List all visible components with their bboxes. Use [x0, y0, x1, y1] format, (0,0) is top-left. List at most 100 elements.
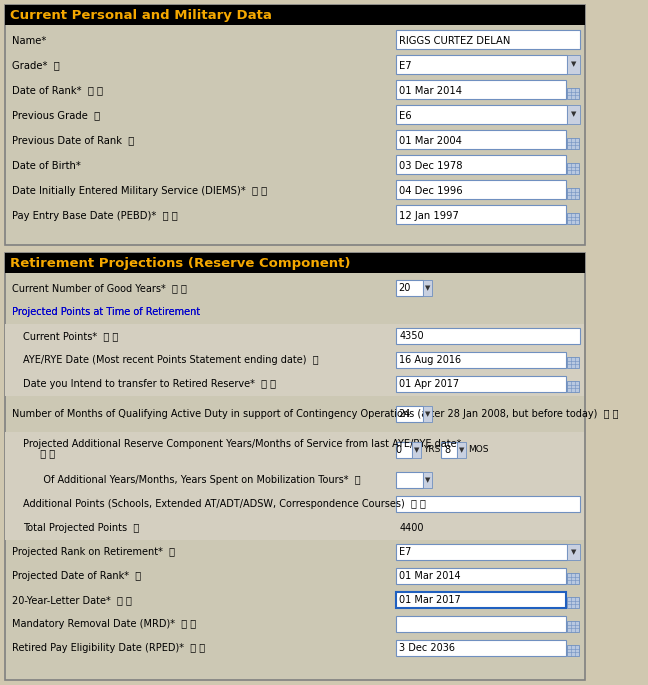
- Text: ▼: ▼: [414, 447, 419, 453]
- Text: 20-Year-Letter Date*  ⓘ ⓘ: 20-Year-Letter Date* ⓘ ⓘ: [12, 595, 132, 605]
- Text: 0: 0: [395, 445, 402, 455]
- FancyBboxPatch shape: [395, 616, 566, 632]
- Text: ▼: ▼: [459, 447, 465, 453]
- Text: Date Initially Entered Military Service (DIEMS)*  ⓘ ⓘ: Date Initially Entered Military Service …: [12, 186, 267, 195]
- Text: 01 Mar 2017: 01 Mar 2017: [399, 595, 461, 605]
- FancyBboxPatch shape: [395, 205, 566, 224]
- FancyBboxPatch shape: [395, 592, 566, 608]
- FancyBboxPatch shape: [423, 280, 432, 296]
- FancyBboxPatch shape: [412, 442, 421, 458]
- Text: Retirement Projections (Reserve Component): Retirement Projections (Reserve Componen…: [10, 256, 351, 269]
- FancyBboxPatch shape: [441, 442, 457, 458]
- Text: 3 Dec 2036: 3 Dec 2036: [399, 643, 455, 653]
- FancyBboxPatch shape: [568, 138, 579, 149]
- FancyBboxPatch shape: [395, 130, 566, 149]
- FancyBboxPatch shape: [457, 442, 467, 458]
- FancyBboxPatch shape: [5, 324, 584, 348]
- FancyBboxPatch shape: [5, 5, 584, 245]
- FancyBboxPatch shape: [5, 516, 584, 540]
- Text: 24: 24: [399, 409, 411, 419]
- FancyBboxPatch shape: [5, 5, 584, 25]
- Text: 04 Dec 1996: 04 Dec 1996: [399, 186, 463, 195]
- Text: Projected Points at Time of Retirement: Projected Points at Time of Retirement: [12, 307, 200, 317]
- Text: Retired Pay Eligibility Date (RPED)*  ⓘ ⓘ: Retired Pay Eligibility Date (RPED)* ⓘ ⓘ: [12, 643, 205, 653]
- Text: Previous Grade  ⓘ: Previous Grade ⓘ: [12, 110, 100, 121]
- FancyBboxPatch shape: [568, 381, 579, 392]
- FancyBboxPatch shape: [568, 213, 579, 224]
- Text: E6: E6: [399, 110, 412, 121]
- FancyBboxPatch shape: [395, 105, 568, 124]
- Text: YRS: YRS: [423, 445, 440, 455]
- Text: 03 Dec 1978: 03 Dec 1978: [399, 160, 463, 171]
- Text: Projected Points at Time of Retirement: Projected Points at Time of Retirement: [12, 307, 200, 317]
- FancyBboxPatch shape: [568, 573, 579, 584]
- FancyBboxPatch shape: [395, 472, 423, 488]
- FancyBboxPatch shape: [5, 253, 584, 273]
- FancyBboxPatch shape: [395, 496, 580, 512]
- Text: ⓘ ⓘ: ⓘ ⓘ: [34, 448, 55, 458]
- Text: ▼: ▼: [571, 549, 577, 555]
- FancyBboxPatch shape: [395, 180, 566, 199]
- Text: Projected Date of Rank*  ⓘ: Projected Date of Rank* ⓘ: [12, 571, 141, 581]
- Text: 8: 8: [445, 445, 451, 455]
- Text: Date you Intend to transfer to Retired Reserve*  ⓘ ⓘ: Date you Intend to transfer to Retired R…: [23, 379, 276, 389]
- Text: Number of Months of Qualifying Active Duty in support of Contingency Operations : Number of Months of Qualifying Active Du…: [12, 409, 618, 419]
- FancyBboxPatch shape: [568, 105, 580, 124]
- Text: Pay Entry Base Date (PEBD)*  ⓘ ⓘ: Pay Entry Base Date (PEBD)* ⓘ ⓘ: [12, 210, 178, 221]
- FancyBboxPatch shape: [5, 468, 584, 492]
- Text: E7: E7: [399, 547, 411, 557]
- FancyBboxPatch shape: [5, 492, 584, 516]
- Text: ▼: ▼: [571, 112, 577, 118]
- Text: Projected Additional Reserve Component Years/Months of Service from last AYE/RYE: Projected Additional Reserve Component Y…: [23, 439, 461, 449]
- Text: Name*: Name*: [12, 36, 46, 45]
- Text: Previous Date of Rank  ⓘ: Previous Date of Rank ⓘ: [12, 136, 134, 145]
- FancyBboxPatch shape: [395, 30, 580, 49]
- Text: Date of Birth*: Date of Birth*: [12, 160, 81, 171]
- Text: Additional Points (Schools, Extended AT/ADT/ADSW, Correspondence Courses)  ⓘ ⓘ: Additional Points (Schools, Extended AT/…: [23, 499, 426, 509]
- FancyBboxPatch shape: [568, 88, 579, 99]
- FancyBboxPatch shape: [395, 155, 566, 174]
- Text: Projected Rank on Retirement*  ⓘ: Projected Rank on Retirement* ⓘ: [12, 547, 175, 557]
- Text: ▼: ▼: [424, 411, 430, 417]
- Text: ▼: ▼: [424, 285, 430, 291]
- FancyBboxPatch shape: [395, 442, 412, 458]
- Text: 20: 20: [399, 283, 411, 293]
- FancyBboxPatch shape: [568, 597, 579, 608]
- FancyBboxPatch shape: [5, 372, 584, 396]
- Text: Mandatory Removal Date (MRD)*  ⓘ ⓘ: Mandatory Removal Date (MRD)* ⓘ ⓘ: [12, 619, 196, 629]
- FancyBboxPatch shape: [395, 352, 566, 368]
- Text: RIGGS CURTEZ DELAN: RIGGS CURTEZ DELAN: [399, 36, 511, 45]
- Text: Date of Rank*  ⓘ ⓘ: Date of Rank* ⓘ ⓘ: [12, 86, 103, 95]
- Text: 4400: 4400: [399, 523, 424, 533]
- Text: E7: E7: [399, 60, 412, 71]
- Text: 01 Mar 2004: 01 Mar 2004: [399, 136, 462, 145]
- Text: MOS: MOS: [469, 445, 489, 455]
- FancyBboxPatch shape: [395, 568, 566, 584]
- Text: 12 Jan 1997: 12 Jan 1997: [399, 210, 459, 221]
- Text: AYE/RYE Date (Most recent Points Statement ending date)  ⓘ: AYE/RYE Date (Most recent Points Stateme…: [23, 355, 318, 365]
- FancyBboxPatch shape: [395, 280, 423, 296]
- Text: Grade*  ⓘ: Grade* ⓘ: [12, 60, 60, 71]
- Text: 4350: 4350: [399, 331, 424, 341]
- FancyBboxPatch shape: [423, 472, 432, 488]
- FancyBboxPatch shape: [568, 645, 579, 656]
- FancyBboxPatch shape: [395, 55, 568, 74]
- Text: 01 Mar 2014: 01 Mar 2014: [399, 571, 461, 581]
- FancyBboxPatch shape: [568, 357, 579, 368]
- FancyBboxPatch shape: [423, 406, 432, 422]
- FancyBboxPatch shape: [395, 406, 423, 422]
- FancyBboxPatch shape: [568, 55, 580, 74]
- FancyBboxPatch shape: [5, 253, 584, 680]
- Text: Current Personal and Military Data: Current Personal and Military Data: [10, 8, 272, 21]
- FancyBboxPatch shape: [395, 640, 566, 656]
- FancyBboxPatch shape: [568, 621, 579, 632]
- Text: Total Projected Points  ⓘ: Total Projected Points ⓘ: [23, 523, 139, 533]
- Text: ▼: ▼: [424, 477, 430, 483]
- FancyBboxPatch shape: [568, 188, 579, 199]
- Text: Current Number of Good Years*  ⓘ ⓘ: Current Number of Good Years* ⓘ ⓘ: [12, 283, 187, 293]
- FancyBboxPatch shape: [395, 80, 566, 99]
- FancyBboxPatch shape: [395, 544, 568, 560]
- FancyBboxPatch shape: [568, 544, 580, 560]
- Text: Current Points*  ⓘ ⓘ: Current Points* ⓘ ⓘ: [23, 331, 118, 341]
- FancyBboxPatch shape: [5, 432, 584, 468]
